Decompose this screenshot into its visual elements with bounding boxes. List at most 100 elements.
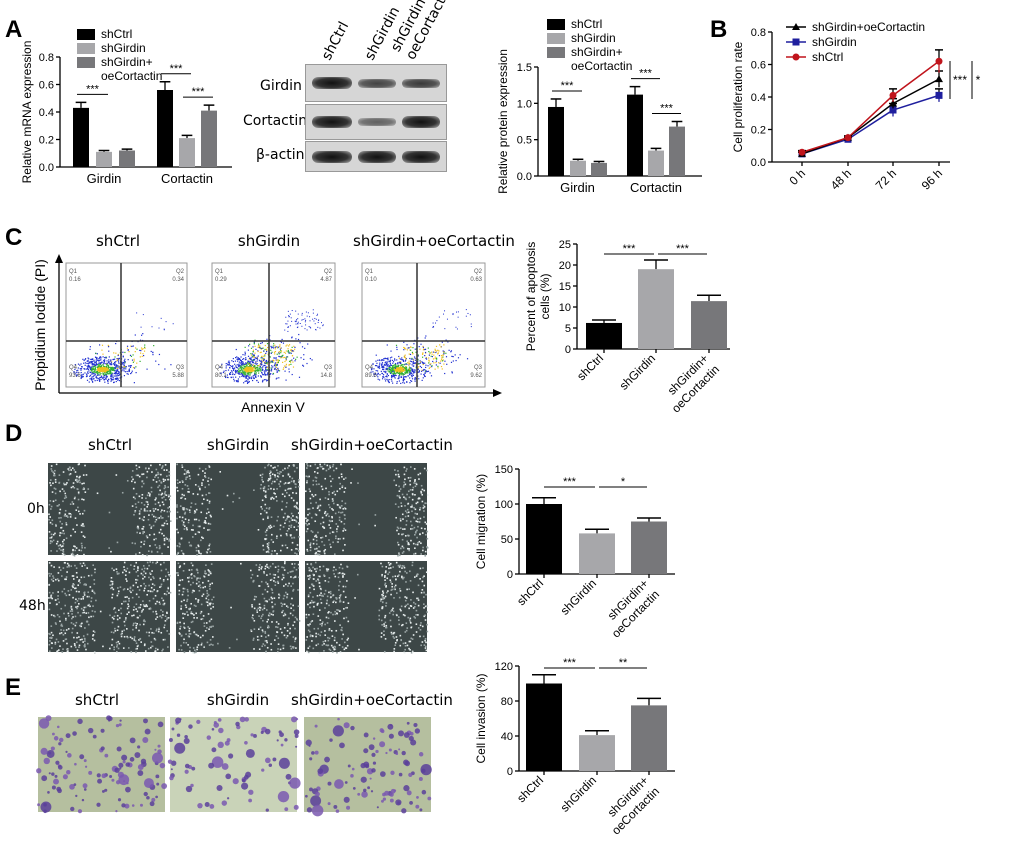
bar-shgirdin [579,735,615,771]
wound-title-oe: shGirdin+oeCortactin [291,436,453,454]
wound-healing-image [48,561,172,654]
x-category-label: Cortactin [161,171,213,186]
quadrant-label: Q2 [474,269,483,275]
legend-swatch [547,47,565,58]
wound-healing-image [305,561,429,654]
x-category-label: shGirdin [617,351,658,392]
transwell-title-shgirdin: shGirdin [206,691,270,709]
blot-row-girdin: Girdin [260,78,302,94]
flow-plot [211,262,336,388]
significance-label: * [621,476,626,488]
y-tick-label: 10 [559,302,571,314]
y-tick-label: 0.8 [751,27,766,39]
series-line-shctrl [801,60,940,153]
bar-shgirdin-oecortactin-cortactin [201,110,217,167]
y-tick-label: 20 [559,260,571,272]
y-tick-label: 50 [501,534,513,546]
data-point [844,134,852,142]
legend-marker [792,23,800,30]
significance-label: *** [563,476,577,488]
flow-x-axis-label: Annexin V [241,399,305,415]
y-axis-label: Relative protein expression [496,49,510,194]
x-tick-label: 48 h [828,166,854,192]
quadrant-value: 4.87 [320,277,332,283]
transwell-title-oe: shGirdin+oeCortactin [291,691,453,709]
y-tick-label: 0.2 [39,135,54,147]
x-category-label: shCtrl [574,351,606,383]
panel-label-d: D [5,420,23,447]
flow-y-axis-label: Propidium Iodide (PI) [32,259,48,391]
transwell-invasion-image [167,716,301,812]
legend-label: shCtrl [571,17,602,31]
bar-shgirdin-oecortactin-cortactin [669,126,685,176]
y-tick-label: 40 [501,731,513,743]
legend-label: shCtrl [812,50,843,64]
quadrant-label: Q1 [215,269,224,275]
flow-title-shgirdin: shGirdin [237,232,301,250]
quadrant-label: Q3 [474,365,483,371]
quadrant-value: 0.29 [215,277,227,283]
quadrant-value: 0.16 [69,277,81,283]
bar-shgirdin [579,533,615,574]
y-axis-label: Cell invasion (%) [474,673,488,763]
wound-row-0h: 0h [27,501,45,517]
flow-title-oe: shGirdin+oeCortactin [353,232,515,250]
legend-label: shGirdin+ [571,45,623,59]
y-tick-label: 0 [507,766,513,778]
x-category-label: shGirdin [558,576,599,617]
quadrant-label: Q2 [324,269,333,275]
panel-label-e: E [5,674,22,701]
y-tick-label: 0.6 [39,80,54,92]
wound-healing-image [305,463,429,557]
data-point [935,57,943,65]
legend-swatch [77,43,95,54]
y-tick-label: 80 [501,696,513,708]
legend-swatch [547,33,565,44]
bar-shgirdin-girdin [96,151,112,167]
legend-marker [792,38,800,46]
legend-label: oeCortactin [571,59,632,73]
data-point [889,106,897,114]
y-tick-label: 0.0 [39,162,54,174]
flow-plot [361,262,486,388]
quadrant-label: Q3 [176,365,185,371]
significance-label: *** [676,243,690,255]
y-tick-label: 0.0 [751,157,766,169]
quadrant-value: 5.88 [172,373,184,379]
quadrant-label: Q1 [365,269,374,275]
quadrant-label: Q3 [324,365,333,371]
significance-label: *** [660,103,674,115]
bar-shgirdin-oecortactin [631,705,667,771]
data-point [889,91,897,99]
bar-shctrl-cortactin [627,94,643,176]
significance-label: * [976,73,981,87]
significance-label: *** [561,80,575,92]
legend-label: shCtrl [101,27,132,41]
y-tick-label: 0.2 [751,125,766,137]
series-line-shgirdin-oecortactin [801,78,940,155]
bar-shctrl [586,322,622,349]
bar-shgirdin-girdin [570,160,586,176]
arrow-head-icon [55,254,63,263]
transwell-invasion-image [304,717,432,817]
y-tick-label: 25 [559,239,571,251]
x-tick-label: 72 h [873,166,899,192]
significance-label: *** [623,243,637,255]
quadrant-label: Q4 [215,365,224,371]
bar-shgirdin-oecortactin-girdin [119,150,135,167]
bar-shctrl-girdin [548,106,564,176]
significance-label: *** [953,73,967,87]
y-axis-label: Cell proliferation rate [731,41,745,152]
significance-label: *** [170,63,184,75]
x-tick-label: 0 h [786,166,808,188]
y-tick-label: 120 [495,661,513,673]
quadrant-value: 93.6 [69,373,81,379]
bar-shctrl-cortactin [157,90,173,167]
wound-healing-image [176,463,301,556]
y-tick-label: 150 [495,464,513,476]
significance-label: *** [563,657,577,669]
blot-row-cortactin: Cortactin [243,113,308,129]
legend-swatch [77,29,95,40]
wound-title-shgirdin: shGirdin [206,436,270,454]
legend-swatch [77,57,95,68]
